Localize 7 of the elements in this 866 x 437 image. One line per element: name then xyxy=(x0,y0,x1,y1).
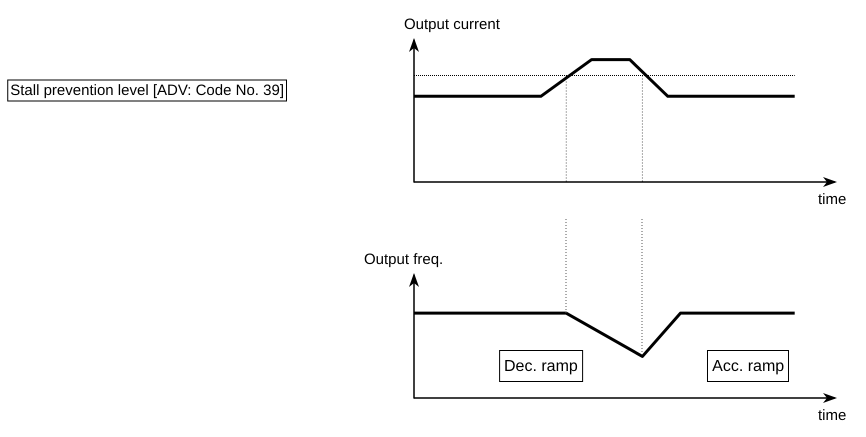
y-axis-title: Output current xyxy=(404,16,501,33)
annotation: Acc. ramp xyxy=(707,350,790,382)
x-axis-title: time xyxy=(818,191,846,208)
y-axis-title: Output freq. xyxy=(364,251,444,268)
x-axis-title: time xyxy=(818,407,846,424)
ref-line-label: Stall prevention level [ADV: Code No. 39] xyxy=(10,82,284,99)
annotation: Dec. ramp xyxy=(498,350,583,382)
